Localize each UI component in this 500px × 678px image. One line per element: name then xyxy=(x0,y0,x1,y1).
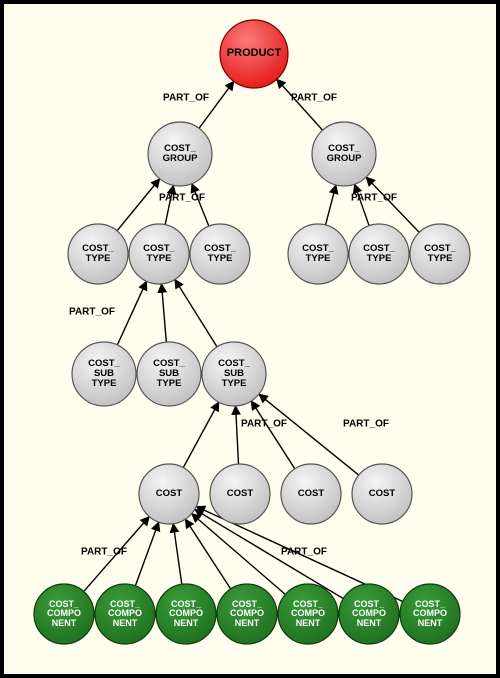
edge-label: PART_OF xyxy=(291,93,337,104)
node-label-cs1: COST_ SUB TYPE xyxy=(72,342,136,406)
node-label-c1: COST xyxy=(139,464,199,524)
node-label-cg2: COST_ GROUP xyxy=(312,122,376,186)
diagram-canvas: PRODUCTCOST_ GROUPCOST_ GROUPCOST_ TYPEC… xyxy=(0,0,500,678)
edge xyxy=(326,185,336,225)
edge xyxy=(117,281,146,345)
node-label-c4: COST xyxy=(352,464,412,524)
edge xyxy=(161,284,166,342)
edge-label: PART_OF xyxy=(81,547,127,558)
edge xyxy=(117,179,160,231)
edge xyxy=(84,517,149,592)
node-label-ctB2: COST_ TYPE xyxy=(349,224,409,284)
edge xyxy=(251,401,295,469)
node-label-cc4: COST_ COMPO NENT xyxy=(217,584,277,644)
node-label-cg1: COST_ GROUP xyxy=(148,122,212,186)
node-label-cs2: COST_ SUB TYPE xyxy=(137,342,201,406)
edge xyxy=(236,406,239,464)
edge xyxy=(165,185,173,224)
edge xyxy=(192,184,209,226)
node-label-c2: COST xyxy=(210,464,270,524)
edge xyxy=(355,184,370,225)
edge xyxy=(173,524,182,585)
edge xyxy=(185,519,230,589)
edge-label: PART_OF xyxy=(159,193,205,204)
edge-label: PART_OF xyxy=(163,93,209,104)
node-label-ctA1: COST_ TYPE xyxy=(68,224,128,284)
node-label-product: PRODUCT xyxy=(220,20,288,88)
edge xyxy=(199,81,234,128)
node-label-c3: COST xyxy=(281,464,341,524)
edge xyxy=(277,79,323,130)
node-label-ctB1: COST_ TYPE xyxy=(288,224,348,284)
edge xyxy=(259,394,359,475)
edge-label: PART_OF xyxy=(69,307,115,318)
node-label-cc7: COST_ COMPO NENT xyxy=(400,584,460,644)
edge xyxy=(135,522,158,586)
edge-label: PART_OF xyxy=(241,419,287,430)
node-label-cc5: COST_ COMPO NENT xyxy=(278,584,338,644)
edge xyxy=(192,514,286,595)
edge xyxy=(195,509,344,598)
node-label-cc6: COST_ COMPO NENT xyxy=(339,584,399,644)
edge xyxy=(183,402,218,467)
node-label-cc1: COST_ COMPO NENT xyxy=(34,584,94,644)
node-label-cc3: COST_ COMPO NENT xyxy=(156,584,216,644)
node-label-ctA3: COST_ TYPE xyxy=(190,224,250,284)
node-label-cc2: COST_ COMPO NENT xyxy=(95,584,155,644)
node-label-ctA2: COST_ TYPE xyxy=(129,224,189,284)
edge-label: PART_OF xyxy=(281,547,327,558)
edge-layer xyxy=(4,4,496,674)
edge-label: PART_OF xyxy=(351,193,397,204)
edge-label: PART_OF xyxy=(343,419,389,430)
node-label-ctB3: COST_ TYPE xyxy=(410,224,470,284)
edge xyxy=(175,279,217,346)
node-label-cs3: COST_ SUB TYPE xyxy=(202,342,266,406)
